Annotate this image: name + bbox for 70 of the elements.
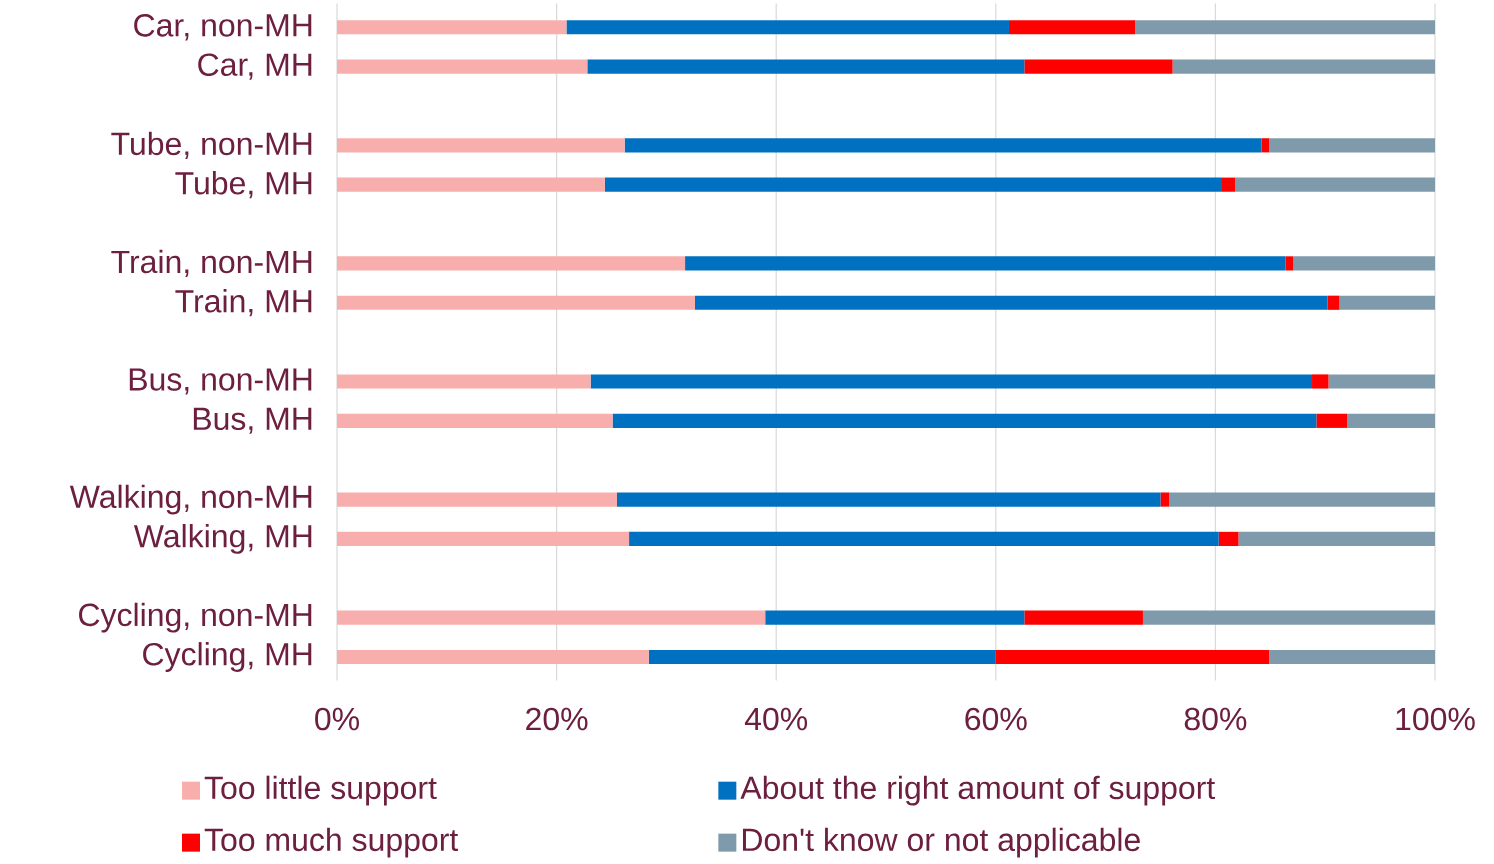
bar bbox=[337, 413, 613, 428]
bar bbox=[1269, 649, 1435, 665]
bar bbox=[1235, 177, 1435, 192]
bar bbox=[1347, 413, 1435, 428]
bar bbox=[1312, 374, 1329, 389]
bar bbox=[1327, 295, 1340, 310]
bar bbox=[1221, 177, 1236, 192]
bar bbox=[694, 295, 1328, 310]
y-tick-label: Car, non-MH bbox=[134, 14, 312, 41]
bar bbox=[1285, 256, 1294, 271]
bar bbox=[765, 610, 1025, 625]
bar bbox=[566, 20, 1009, 35]
bar bbox=[1008, 20, 1136, 35]
y-tick-label: Walking, non-MH bbox=[69, 484, 312, 515]
y-tick-label: Cycling, non-MH bbox=[79, 602, 312, 633]
y-tick-label: Walking, MH bbox=[133, 524, 312, 554]
bar bbox=[1142, 610, 1435, 625]
y-tick-label: Train, MH bbox=[175, 289, 312, 317]
bar bbox=[337, 20, 567, 35]
x-tick-label: 100% bbox=[1396, 707, 1475, 731]
bar bbox=[587, 59, 1025, 74]
bar bbox=[1160, 492, 1170, 507]
bar bbox=[624, 138, 1262, 153]
bar bbox=[1328, 374, 1435, 389]
x-tick-label: 60% bbox=[965, 707, 1027, 731]
bar bbox=[1293, 256, 1435, 271]
bar bbox=[685, 256, 1286, 271]
bar bbox=[1238, 531, 1435, 546]
bar bbox=[1269, 138, 1435, 153]
bar bbox=[995, 649, 1270, 665]
bar bbox=[1172, 59, 1435, 74]
bar bbox=[1024, 59, 1173, 74]
x-tick-label: 80% bbox=[1184, 707, 1247, 731]
bar bbox=[1316, 413, 1348, 428]
legend-label: Too little support bbox=[204, 775, 437, 806]
bar bbox=[1261, 138, 1270, 153]
x-tick-label: 20% bbox=[526, 707, 588, 731]
bar bbox=[1218, 531, 1239, 546]
bar bbox=[337, 177, 605, 192]
bar bbox=[612, 413, 1317, 428]
legend-label: About the right amount of support bbox=[740, 775, 1216, 806]
y-tick-label: Train, non-MH bbox=[111, 249, 312, 278]
x-tick-label: 0% bbox=[315, 707, 359, 731]
bar bbox=[1169, 492, 1435, 507]
bar bbox=[337, 59, 588, 74]
bar bbox=[337, 256, 686, 271]
bar bbox=[337, 295, 695, 310]
legend-label: Don't know or not applicable bbox=[742, 827, 1140, 858]
bar bbox=[337, 649, 649, 665]
bar bbox=[1135, 20, 1435, 35]
y-tick-label: Bus, non-MH bbox=[129, 368, 312, 395]
bar bbox=[629, 531, 1219, 546]
y-tick-label: Cycling, MH bbox=[143, 642, 312, 672]
y-tick-label: Car, MH bbox=[198, 53, 312, 80]
bar bbox=[604, 177, 1222, 192]
y-tick-label: Tube, non-MH bbox=[111, 131, 312, 159]
bar bbox=[648, 649, 996, 665]
legend-label: Too much support bbox=[204, 827, 459, 858]
bar bbox=[616, 492, 1161, 507]
bar bbox=[337, 531, 630, 546]
x-tick-label: 40% bbox=[744, 707, 808, 731]
y-tick-label: Bus, MH bbox=[193, 407, 312, 434]
bar bbox=[337, 610, 766, 625]
bar bbox=[1339, 295, 1435, 310]
y-tick-label: Tube, MH bbox=[175, 171, 312, 199]
bar bbox=[590, 374, 1313, 389]
bar bbox=[337, 374, 591, 389]
bar bbox=[1024, 610, 1143, 625]
bar bbox=[337, 138, 625, 153]
bar bbox=[337, 492, 617, 507]
